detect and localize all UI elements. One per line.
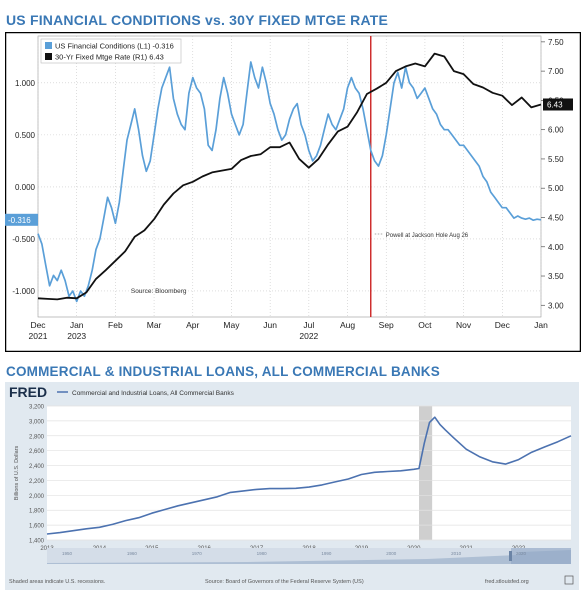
chart1-xtick: Jul [303, 320, 314, 330]
fred-navigator-window [511, 548, 571, 564]
fred-ytick: 1,400 [29, 539, 45, 545]
financial-conditions-chart: 1.0000.5000.000-0.500-1.0007.507.006.506… [5, 32, 581, 352]
chart1-left-last-tag [5, 213, 38, 226]
fred-ytick: 3,200 [29, 405, 45, 411]
fred-series-line [46, 416, 572, 535]
chart1-ytick-right: 7.00 [548, 67, 564, 76]
fred-site: fred.stlouisfed.org [485, 579, 529, 585]
fred-ytick: 2,600 [29, 449, 45, 455]
chart1-ytick-left: 1.000 [15, 79, 36, 88]
chart1-left-last-value: -0.316 [8, 216, 31, 225]
fred-navigator-year: 2000 [386, 551, 397, 556]
fred-plot-area [47, 406, 571, 540]
chart1-plot-area [37, 35, 542, 318]
fred-source: Source: Board of Governors of the Federa… [205, 579, 364, 585]
fred-navigator-handle-left [509, 551, 512, 561]
chart1-xtick: Apr [186, 320, 199, 330]
fred-ytick: 1,800 [29, 509, 45, 515]
chart1-right-last-tag [543, 98, 573, 111]
chart1-xtick: Jan [70, 320, 84, 330]
chart1-legend-swatch-1 [45, 53, 52, 60]
chart1-source: Source: Bloomberg [131, 288, 187, 295]
fred-navigator-year: 1990 [321, 551, 332, 556]
chart1-xtick: Nov [456, 320, 472, 330]
chart1-xtick: Dec [30, 320, 46, 330]
chart1-ytick-right: 5.00 [548, 184, 564, 193]
chart1-title: US FINANCIAL CONDITIONS vs. 30Y FIXED MT… [6, 12, 389, 28]
fred-navigator-year: 2020 [516, 551, 527, 556]
chart1-ytick-right: 3.50 [548, 272, 564, 281]
fred-ytick: 2,000 [29, 494, 45, 500]
fred-ytick: 2,200 [29, 479, 45, 485]
chart1-ytick-left: -1.000 [12, 287, 35, 296]
chart2-title: COMMERCIAL & INDUSTRIAL LOANS, ALL COMME… [6, 364, 440, 379]
chart1-ytick-right: 7.50 [548, 38, 564, 47]
fred-legend-label: Commercial and Industrial Loans, All Com… [72, 390, 235, 397]
fred-navigator-year: 1960 [127, 551, 138, 556]
chart1-xtick: Aug [340, 320, 355, 330]
chart1-ytick-right: 4.50 [548, 213, 564, 222]
chart1-xtick: Mar [147, 320, 162, 330]
chart1-ytick-right: 6.00 [548, 126, 564, 135]
fred-ci-loans-chart: FRED Commercial and Industrial Loans, All… [5, 382, 579, 590]
fred-ytick: 1,600 [29, 524, 45, 530]
chart1-xtick: Dec [495, 320, 511, 330]
chart1-legend-swatch-0 [45, 42, 52, 49]
chart1-legend-box [40, 38, 182, 64]
chart1-xtick: Jan [534, 320, 548, 330]
chart1-xtick-year: 2022 [299, 331, 318, 341]
fred-navigator-year: 1980 [257, 551, 268, 556]
chart1-xtick-year: 2023 [67, 331, 86, 341]
chart1-xtick: Feb [108, 320, 123, 330]
chart1-ytick-right: 5.50 [548, 155, 564, 164]
chart1-legend-label-0: US Financial Conditions (L1) -0.316 [55, 42, 174, 51]
fred-navigator-year: 2010 [451, 551, 462, 556]
chart1-xtick-year: 2021 [29, 331, 48, 341]
chart1-vline-label: Powell at Jackson Hole Aug 26 [386, 233, 469, 239]
chart1-xtick: Jun [263, 320, 277, 330]
fred-recession-band [419, 406, 433, 540]
fred-navigator-area [47, 550, 571, 564]
fred-recession-note: Shaded areas indicate U.S. recessions. [9, 579, 106, 585]
chart1-series-line-1 [37, 52, 542, 301]
fred-logo: FRED [9, 384, 47, 400]
fred-ytick: 2,400 [29, 464, 45, 470]
chart1-ytick-right: 4.00 [548, 243, 564, 252]
chart1-xtick: May [223, 320, 240, 330]
chart1-ytick-left: -0.500 [12, 235, 35, 244]
chart1-xtick: Sep [379, 320, 394, 330]
chart1-right-last-value: 6.43 [547, 100, 563, 109]
chart1-ytick-left: 0.500 [15, 131, 36, 140]
fred-ytick: 2,800 [29, 434, 45, 440]
chart1-series-line-0 [37, 61, 542, 303]
fred-ylabel: Billions of U.S. Dollars [14, 446, 20, 501]
fred-navigator-year: 1950 [62, 551, 73, 556]
chart1-legend-label-1: 30-Yr Fixed Mtge Rate (R1) 6.43 [55, 53, 164, 62]
fred-ytick: 3,000 [29, 419, 45, 425]
chart1-xtick: Oct [418, 320, 432, 330]
chart1-ytick-right: 3.00 [548, 301, 564, 310]
chart1-ytick-left: 0.000 [15, 183, 36, 192]
fred-expand-icon [564, 575, 574, 585]
fred-navigator-year: 1970 [192, 551, 203, 556]
